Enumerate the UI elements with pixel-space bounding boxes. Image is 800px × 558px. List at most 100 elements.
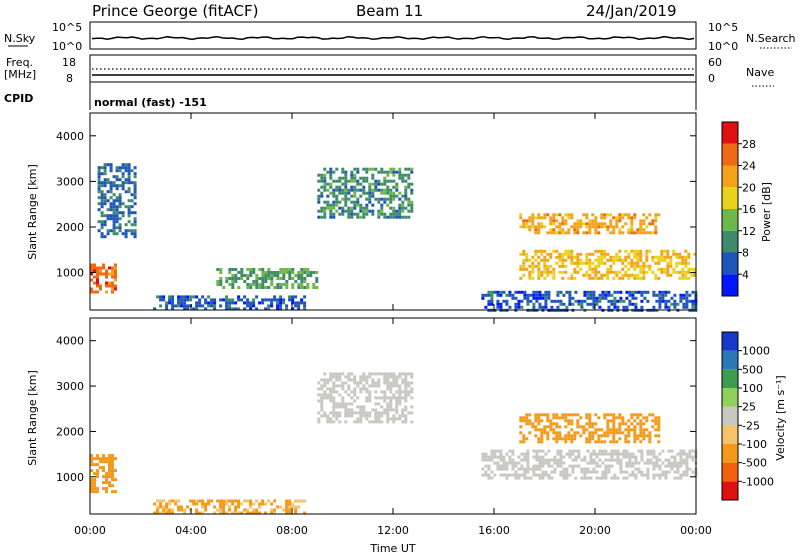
power-cell — [546, 270, 550, 274]
velocity-cell — [634, 473, 638, 477]
velocity-cell — [401, 414, 405, 418]
power-cell — [687, 261, 691, 265]
power-cell — [130, 169, 134, 173]
velocity-cell — [667, 470, 671, 474]
velocity-cell — [329, 411, 333, 415]
power-cell — [610, 302, 614, 306]
power-cell — [597, 222, 601, 226]
velocity-cell — [631, 455, 635, 459]
power-cell — [297, 271, 301, 274]
velocity-cell — [228, 499, 232, 503]
power-cell — [392, 206, 396, 210]
power-cell — [618, 216, 622, 220]
power-cell — [627, 276, 631, 280]
power-cell — [252, 268, 256, 271]
velocity-cell — [652, 461, 656, 465]
power-cell — [690, 267, 694, 271]
velocity-cell — [410, 411, 414, 415]
power-cell — [350, 194, 354, 198]
velocity-cell — [676, 452, 680, 456]
power-cell — [577, 302, 581, 306]
velocity-cell — [535, 458, 539, 462]
power-cell — [103, 172, 107, 176]
noise-frame — [89, 21, 697, 50]
velocity-cell — [383, 378, 387, 382]
power-cell — [386, 173, 390, 177]
power-cell — [96, 272, 99, 276]
velocity-cell — [487, 455, 491, 459]
power-cell — [96, 275, 99, 279]
power-cell — [258, 268, 262, 271]
power-cell — [210, 301, 214, 305]
power-cell — [389, 167, 393, 171]
velocity-cell — [204, 502, 208, 506]
velocity-cell — [326, 381, 330, 385]
velocity-cell — [571, 470, 575, 474]
power-cell — [613, 296, 617, 300]
power-cell — [264, 298, 268, 302]
power-cell — [642, 228, 646, 232]
power-cell — [612, 255, 616, 259]
power-cell — [276, 274, 280, 277]
power-cell — [100, 220, 104, 224]
power-cell — [115, 199, 119, 203]
power-cell — [643, 296, 647, 300]
velocity-cell — [627, 428, 631, 432]
power-cell — [115, 178, 119, 182]
power-cell — [386, 191, 390, 195]
velocity-cell — [616, 461, 620, 465]
power-cell — [300, 274, 304, 277]
power-cell — [96, 281, 99, 285]
power-cell — [294, 304, 298, 308]
velocity-cell — [589, 452, 593, 456]
power-cell — [618, 213, 622, 217]
noise-tick-top-right: 10^5 — [708, 21, 738, 34]
velocity-cell — [558, 431, 562, 435]
velocity-cell — [374, 402, 378, 406]
power-cell — [159, 295, 163, 299]
power-cell — [267, 277, 271, 280]
power-colorbar-tick: 16 — [742, 203, 756, 216]
velocity-cell — [655, 458, 659, 462]
velocity-cell — [535, 464, 539, 468]
velocity-cell — [249, 499, 253, 503]
power-cell — [604, 290, 608, 294]
power-cell — [543, 258, 547, 262]
velocity-cell — [682, 452, 686, 456]
power-cell — [102, 263, 105, 267]
power-cell — [615, 255, 619, 259]
power-cell — [612, 258, 616, 262]
power-cell — [395, 182, 399, 186]
power-cell — [657, 213, 661, 217]
velocity-cell — [395, 375, 399, 379]
power-cell — [258, 301, 262, 305]
power-cell — [279, 301, 283, 305]
velocity-colorbar-segment — [722, 462, 738, 482]
velocity-cell — [198, 511, 202, 515]
power-cell — [558, 258, 562, 262]
velocity-cell — [484, 458, 488, 462]
power-cell — [329, 203, 333, 207]
power-cell — [389, 197, 393, 201]
velocity-cell — [359, 378, 363, 382]
power-cell — [291, 277, 295, 280]
power-cell — [582, 273, 586, 277]
velocity-cell — [177, 499, 181, 503]
power-cell — [664, 302, 668, 306]
velocity-cell — [685, 461, 689, 465]
power-cell — [306, 283, 310, 286]
velocity-cell — [335, 390, 339, 394]
power-cell — [350, 173, 354, 177]
power-cell — [667, 299, 671, 303]
power-cell — [100, 226, 104, 230]
velocity-cell — [231, 502, 235, 506]
cpid-label: CPID — [4, 92, 33, 105]
power-cell — [639, 225, 643, 229]
power-cell — [237, 277, 241, 280]
power-cell — [621, 225, 625, 229]
velocity-cell — [356, 411, 360, 415]
power-cell — [133, 220, 137, 224]
power-cell — [312, 283, 316, 286]
velocity-cell — [619, 461, 623, 465]
